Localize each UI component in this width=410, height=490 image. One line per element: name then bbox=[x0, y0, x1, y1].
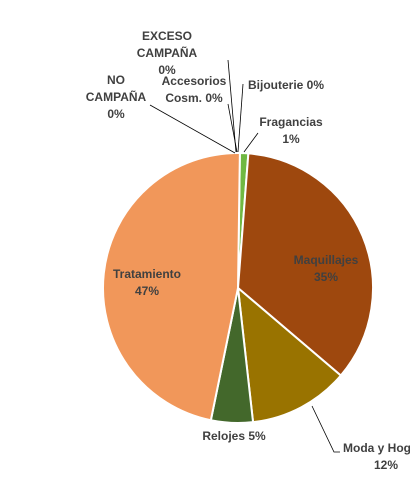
leader-line-fragancias bbox=[244, 133, 258, 152]
label-exceso-campana: EXCESO CAMPAÑA 0% bbox=[137, 29, 198, 77]
label-moda-y-hog: Moda y Hog 12% bbox=[343, 441, 410, 472]
slice-tratamiento bbox=[103, 153, 240, 420]
label-relojes: Relojes 5% bbox=[202, 429, 266, 443]
label-no-campana: NO CAMPAÑA 0% bbox=[86, 73, 147, 121]
leader-line-no-campana bbox=[150, 105, 235, 153]
label-fragancias: Fragancias 1% bbox=[259, 115, 323, 146]
label-bijouterie: Bijouterie 0% bbox=[248, 78, 324, 92]
leader-line-bijouterie bbox=[238, 84, 243, 152]
leader-line-moda-y-hog bbox=[312, 406, 340, 452]
label-accesorios-cosm: Accesorios Cosm. 0% bbox=[162, 74, 227, 105]
